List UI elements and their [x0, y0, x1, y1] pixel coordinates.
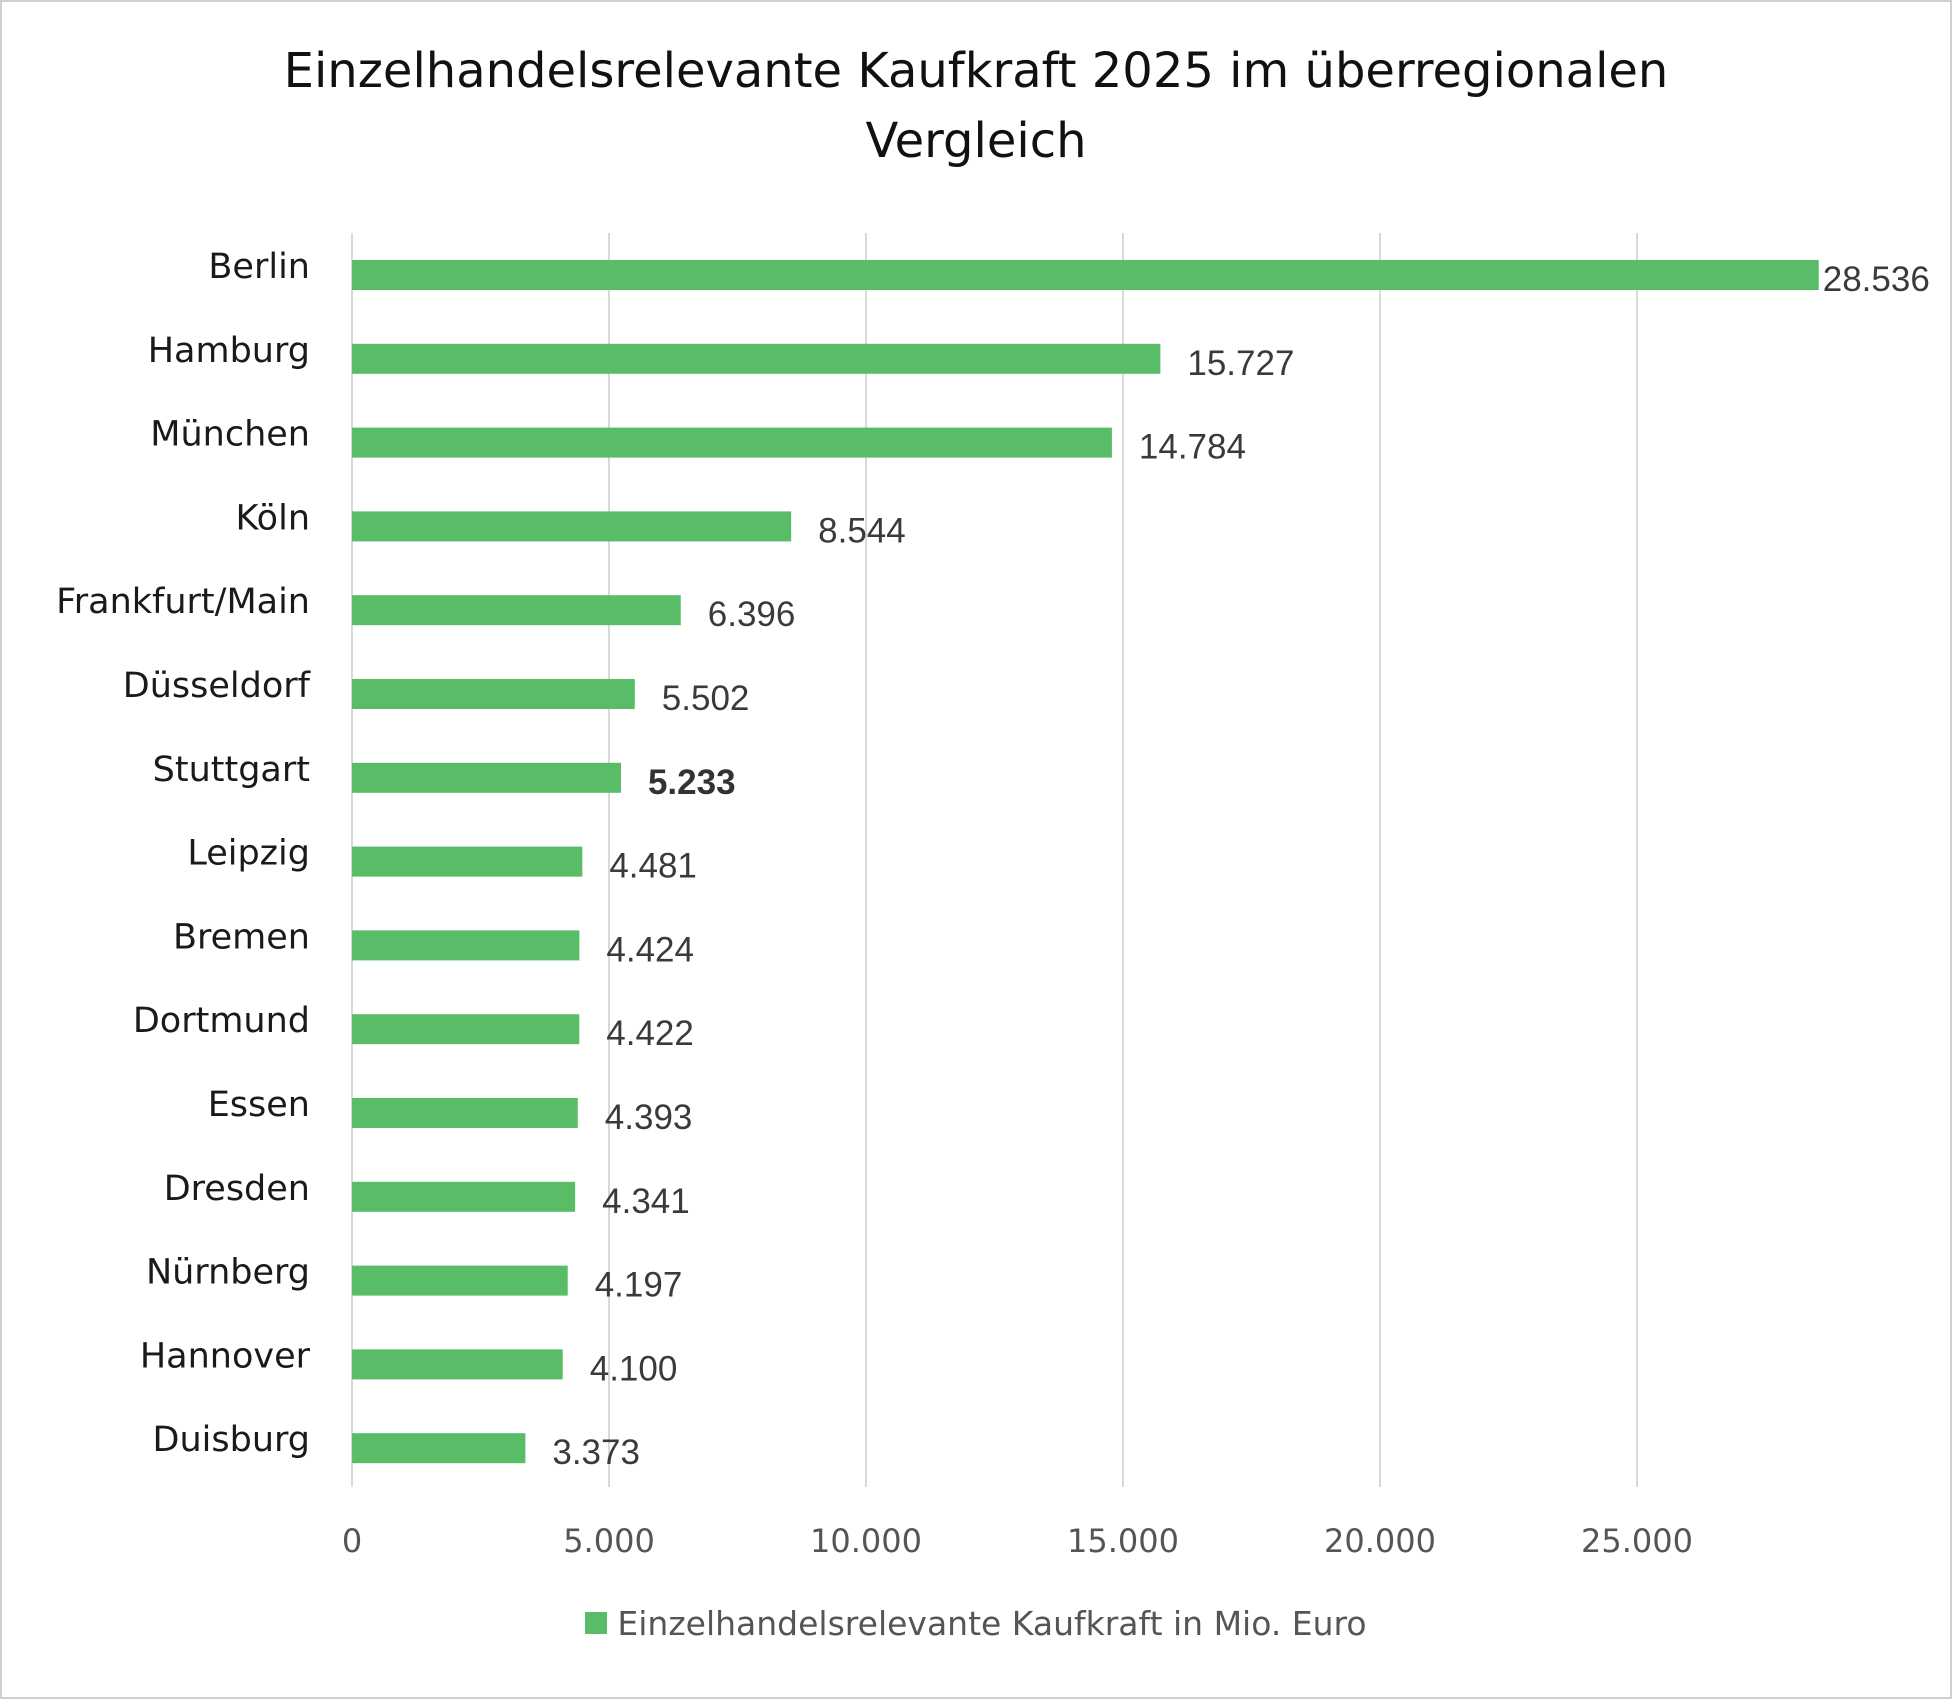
data-label: 4.341 [602, 1182, 690, 1221]
data-label: 4.424 [606, 930, 694, 969]
bar [352, 260, 1819, 290]
data-label: 4.481 [609, 847, 697, 886]
bar [352, 343, 1161, 374]
bar [352, 1265, 568, 1296]
bar [352, 427, 1112, 458]
category-label: Hannover [140, 1336, 311, 1376]
bar [352, 511, 792, 542]
category-label: Dortmund [133, 1001, 310, 1041]
legend-label: Einzelhandelsrelevante Kaufkraft in Mio.… [617, 1604, 1367, 1643]
bar [352, 679, 635, 709]
data-label: 4.422 [606, 1014, 694, 1053]
bar [352, 1181, 576, 1212]
bar [352, 1098, 578, 1128]
x-tick-label: 20.000 [1324, 1522, 1436, 1560]
legend-swatch [585, 1611, 608, 1634]
category-label: Frankfurt/Main [56, 582, 310, 622]
bar [352, 1433, 526, 1464]
data-label: 4.100 [590, 1349, 678, 1388]
x-tick-label: 0 [342, 1522, 362, 1560]
data-label: 4.197 [595, 1266, 683, 1305]
category-label: Berlin [208, 247, 310, 287]
category-label: Nürnberg [146, 1253, 310, 1293]
x-tick-label: 15.000 [1067, 1522, 1179, 1560]
category-label: Dresden [164, 1169, 310, 1209]
category-label: Köln [235, 498, 310, 538]
category-label: Leipzig [187, 834, 310, 874]
data-label: 14.784 [1139, 428, 1246, 467]
x-tick-label: 10.000 [810, 1522, 922, 1560]
category-label: Stuttgart [153, 750, 310, 790]
category-label: Hamburg [148, 331, 310, 371]
bar [352, 846, 583, 877]
bar [352, 930, 580, 961]
category-label: Duisburg [153, 1420, 310, 1460]
category-label: Bremen [173, 917, 310, 957]
chart-legend: Einzelhandelsrelevante Kaufkraft in Mio.… [0, 1604, 1952, 1643]
data-label: 6.396 [708, 595, 796, 634]
data-label: 28.536 [1823, 260, 1930, 299]
data-label: 5.502 [662, 679, 750, 718]
bar [352, 1014, 580, 1045]
bar [352, 595, 681, 626]
bar [352, 1349, 563, 1380]
data-label: 4.393 [605, 1098, 693, 1137]
data-label: 15.727 [1187, 344, 1294, 383]
category-label: Essen [208, 1085, 310, 1125]
category-label: München [150, 415, 310, 455]
x-tick-label: 5.000 [563, 1522, 655, 1560]
data-label: 5.233 [648, 763, 736, 802]
data-label: 3.373 [552, 1433, 640, 1472]
data-label: 8.544 [818, 511, 906, 550]
chart-title: Einzelhandelsrelevante Kaufkraft 2025 im… [283, 43, 1669, 169]
category-label: Düsseldorf [123, 666, 311, 706]
bar [352, 762, 621, 793]
x-tick-label: 25.000 [1581, 1522, 1693, 1560]
